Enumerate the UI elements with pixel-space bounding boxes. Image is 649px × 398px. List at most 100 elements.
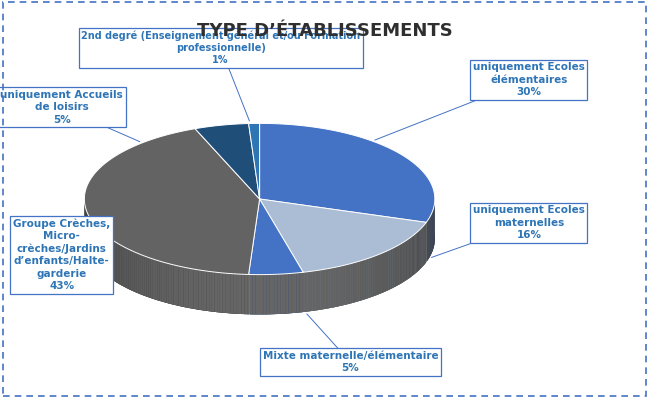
Polygon shape xyxy=(105,234,106,275)
Polygon shape xyxy=(389,249,391,290)
Polygon shape xyxy=(247,275,250,314)
Polygon shape xyxy=(315,270,318,310)
Polygon shape xyxy=(396,246,398,286)
Polygon shape xyxy=(410,237,411,277)
Polygon shape xyxy=(160,261,162,302)
Polygon shape xyxy=(360,260,362,301)
Polygon shape xyxy=(419,229,421,270)
Polygon shape xyxy=(136,253,138,293)
Polygon shape xyxy=(103,232,104,273)
Polygon shape xyxy=(355,262,358,302)
Polygon shape xyxy=(260,199,426,272)
Polygon shape xyxy=(206,271,209,311)
Polygon shape xyxy=(121,246,123,286)
Polygon shape xyxy=(399,244,401,285)
Polygon shape xyxy=(201,270,204,310)
Polygon shape xyxy=(117,243,118,283)
Polygon shape xyxy=(97,227,98,268)
Ellipse shape xyxy=(84,163,435,314)
Polygon shape xyxy=(171,264,173,305)
Polygon shape xyxy=(236,274,239,314)
Polygon shape xyxy=(214,272,217,312)
Polygon shape xyxy=(104,234,105,274)
Polygon shape xyxy=(258,275,261,314)
Polygon shape xyxy=(291,273,294,313)
Polygon shape xyxy=(393,248,394,288)
Polygon shape xyxy=(424,224,425,265)
Polygon shape xyxy=(343,265,346,305)
Polygon shape xyxy=(278,274,280,314)
Polygon shape xyxy=(217,272,220,312)
Polygon shape xyxy=(429,217,430,258)
Text: 2nd degré (Enseignement général et/ou Formation
professionnelle)
1%: 2nd degré (Enseignement général et/ou Fo… xyxy=(81,30,360,65)
Polygon shape xyxy=(196,269,199,310)
Polygon shape xyxy=(204,271,206,311)
Polygon shape xyxy=(245,274,247,314)
Polygon shape xyxy=(263,275,267,314)
Polygon shape xyxy=(96,226,97,267)
Polygon shape xyxy=(260,123,435,222)
Polygon shape xyxy=(367,258,369,299)
Polygon shape xyxy=(421,227,422,268)
Polygon shape xyxy=(391,248,393,289)
Polygon shape xyxy=(428,218,429,259)
Polygon shape xyxy=(371,257,373,297)
Polygon shape xyxy=(404,241,406,281)
Polygon shape xyxy=(414,234,415,274)
Polygon shape xyxy=(280,274,283,314)
Polygon shape xyxy=(178,266,181,306)
Text: Mixte maternelle/élémentaire
5%: Mixte maternelle/élémentaire 5% xyxy=(263,351,438,373)
Polygon shape xyxy=(283,274,286,314)
Polygon shape xyxy=(297,273,299,313)
Polygon shape xyxy=(114,241,115,281)
Polygon shape xyxy=(169,264,171,304)
Polygon shape xyxy=(321,269,323,310)
Polygon shape xyxy=(115,242,117,283)
Polygon shape xyxy=(157,260,160,301)
Polygon shape xyxy=(409,238,410,279)
Polygon shape xyxy=(84,199,249,314)
Polygon shape xyxy=(176,265,178,306)
Polygon shape xyxy=(239,274,241,314)
Polygon shape xyxy=(252,275,256,314)
Polygon shape xyxy=(286,273,289,314)
Polygon shape xyxy=(331,267,334,308)
Polygon shape xyxy=(147,257,149,297)
Text: uniquement Accueils
de loisirs
5%: uniquement Accueils de loisirs 5% xyxy=(0,90,123,125)
Polygon shape xyxy=(249,199,303,275)
Polygon shape xyxy=(375,255,377,296)
Polygon shape xyxy=(98,228,99,269)
Polygon shape xyxy=(92,221,93,262)
Polygon shape xyxy=(383,252,385,293)
Polygon shape xyxy=(95,225,96,265)
Polygon shape xyxy=(269,275,272,314)
Polygon shape xyxy=(84,129,260,275)
Polygon shape xyxy=(362,259,364,300)
Polygon shape xyxy=(112,240,114,281)
Polygon shape xyxy=(110,239,112,279)
Polygon shape xyxy=(108,237,109,277)
Polygon shape xyxy=(164,262,166,303)
Polygon shape xyxy=(350,263,353,304)
Polygon shape xyxy=(118,244,120,285)
Polygon shape xyxy=(220,273,223,313)
Polygon shape xyxy=(310,271,313,311)
Polygon shape xyxy=(241,274,245,314)
Polygon shape xyxy=(418,230,419,271)
Polygon shape xyxy=(125,248,127,288)
Polygon shape xyxy=(228,273,230,313)
Polygon shape xyxy=(140,254,142,295)
Polygon shape xyxy=(328,268,331,308)
Polygon shape xyxy=(423,225,424,265)
Polygon shape xyxy=(417,231,418,272)
Polygon shape xyxy=(422,226,423,267)
Text: uniquement Ecoles
maternelles
16%: uniquement Ecoles maternelles 16% xyxy=(473,205,585,240)
Polygon shape xyxy=(144,256,147,297)
Polygon shape xyxy=(323,269,326,309)
Polygon shape xyxy=(294,273,297,313)
Text: Groupe Crèches,
Micro-
crèches/Jardins
d’enfants/Halte-
garderie
43%: Groupe Crèches, Micro- crèches/Jardins d… xyxy=(13,218,110,291)
Polygon shape xyxy=(426,199,435,262)
Polygon shape xyxy=(406,240,408,281)
Polygon shape xyxy=(348,264,350,304)
Polygon shape xyxy=(151,258,153,299)
